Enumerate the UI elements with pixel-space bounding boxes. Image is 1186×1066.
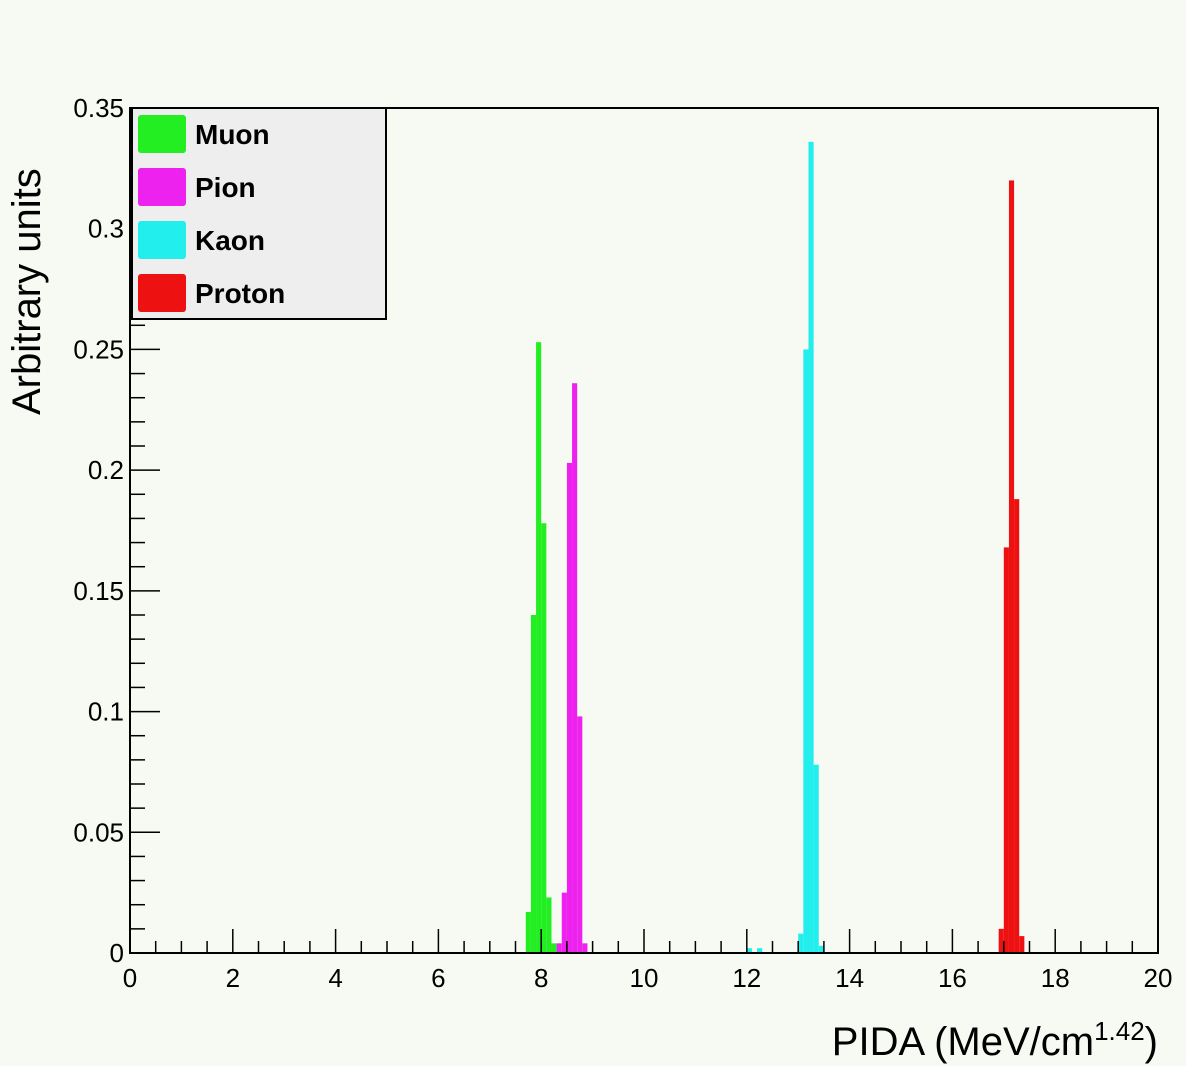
y-tick-label: 0.3 (88, 214, 124, 244)
bar-muon-0 (525, 911, 531, 953)
bar-muon-4 (546, 897, 552, 953)
bar-muon-2 (536, 342, 542, 954)
legend-swatch-proton (138, 274, 186, 312)
legend-label-muon: Muon (195, 119, 270, 150)
x-tick-label: 16 (938, 963, 967, 993)
y-tick-label: 0.15 (73, 576, 124, 606)
bar-proton-4 (1019, 936, 1025, 953)
x-axis-title-main: PIDA (MeV/cm (832, 1020, 1094, 1064)
bar-pion-2 (566, 462, 573, 953)
legend-label-proton: Proton (195, 278, 285, 309)
bar-kaon-3 (803, 349, 809, 953)
x-tick-label: 14 (835, 963, 864, 993)
y-tick-label: 0.25 (73, 334, 124, 364)
bar-kaon-2 (798, 933, 804, 953)
bar-proton-3 (1014, 499, 1020, 953)
bar-muon-3 (541, 523, 547, 953)
bar-muon-1 (530, 615, 537, 953)
bar-kaon-0 (746, 948, 752, 953)
x-tick-label: 0 (123, 963, 137, 993)
y-axis-title: Arbitrary units (5, 168, 49, 415)
legend-swatch-pion (138, 168, 186, 206)
bar-pion-1 (561, 892, 567, 953)
legend-swatch-kaon (138, 221, 186, 259)
x-tick-label: 2 (226, 963, 240, 993)
x-tick-label: 4 (328, 963, 342, 993)
bar-kaon-4 (808, 141, 814, 954)
plot-frame (129, 107, 1159, 954)
bar-proton-1 (1003, 547, 1009, 953)
x-tick-label: 18 (1041, 963, 1070, 993)
legend: Muon Pion Kaon Proton (131, 107, 387, 320)
histogram-bars (525, 141, 1025, 954)
x-tick-label: 10 (630, 963, 659, 993)
x-axis-title: PIDA (MeV/cm1.42) (832, 1016, 1158, 1064)
bar-muon-5 (551, 943, 557, 953)
y-tick-label: 0.1 (88, 697, 124, 727)
bar-proton-2 (1008, 180, 1015, 953)
bar-kaon-6 (818, 945, 824, 953)
bar-kaon-1 (757, 948, 763, 953)
x-tick-label: 12 (732, 963, 761, 993)
bar-kaon-5 (813, 764, 819, 953)
x-axis-title-superscript: 1.42 (1094, 1016, 1145, 1046)
x-tick-label: 8 (534, 963, 548, 993)
x-axis-title-close: ) (1145, 1020, 1158, 1064)
legend-label-kaon: Kaon (195, 225, 265, 256)
y-tick-label: 0.2 (88, 455, 124, 485)
bar-pion-0 (556, 943, 562, 953)
bar-pion-5 (582, 943, 588, 953)
y-tick-label: 0.05 (73, 817, 124, 847)
x-tick-label: 20 (1144, 963, 1173, 993)
bar-pion-4 (577, 716, 583, 953)
bar-proton-0 (998, 928, 1004, 953)
y-axis-ticks: 0 0.05 0.1 0.15 0.2 0.25 0.3 0.35 (73, 93, 160, 968)
bar-pion-3 (572, 383, 578, 953)
y-tick-label: 0.35 (73, 93, 124, 123)
x-tick-label: 6 (431, 963, 445, 993)
legend-swatch-muon (138, 115, 186, 153)
legend-items: Muon Pion Kaon Proton (138, 115, 285, 312)
legend-label-pion: Pion (195, 172, 256, 203)
y-tick-label: 0 (110, 938, 124, 968)
